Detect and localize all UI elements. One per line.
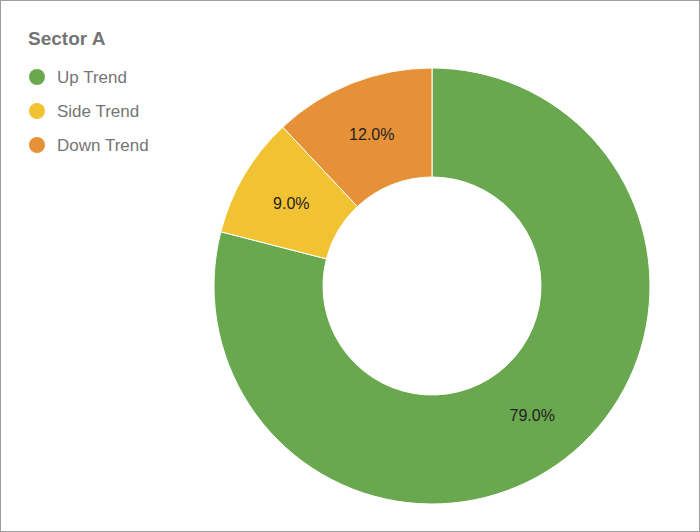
legend-label: Down Trend [57,136,149,155]
legend-swatch [29,69,45,85]
data-labels: 79.0% 9.0% 12.0% [273,126,555,424]
legend-swatch [29,103,45,119]
chart-svg: Sector A Up Trend Side Trend Down Trend 79.0… [0,0,700,532]
legend-swatch [29,137,45,153]
slices [214,68,650,504]
legend-label: Side Trend [57,102,139,121]
donut-slice [283,68,432,207]
data-label: 79.0% [510,407,555,424]
chart-title: Sector A [28,28,106,49]
legend-label: Up Trend [57,68,127,87]
data-label: 12.0% [349,126,394,143]
legend: Up Trend Side Trend Down Trend [29,68,149,155]
data-label: 9.0% [273,195,309,212]
donut-slice [214,68,650,504]
